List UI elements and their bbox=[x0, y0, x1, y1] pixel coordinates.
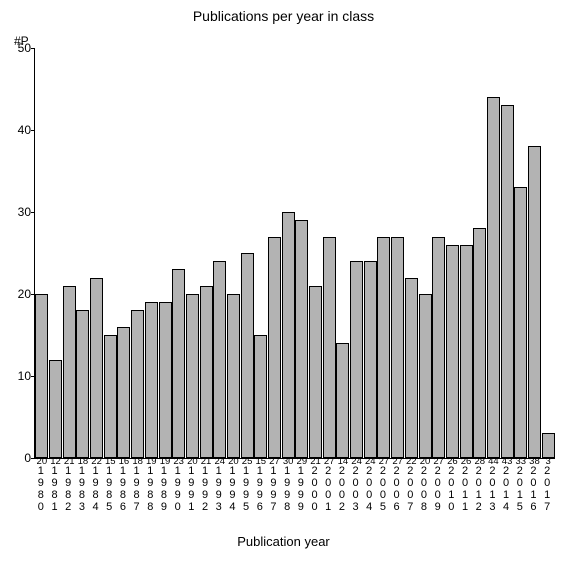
x-tick-label: 2002 bbox=[335, 465, 349, 513]
bar: 20 bbox=[35, 294, 48, 458]
bar: 15 bbox=[254, 335, 267, 458]
x-tick-label: 1994 bbox=[226, 465, 240, 513]
x-tick-label: 2010 bbox=[445, 465, 459, 513]
x-tick-label: 2004 bbox=[362, 465, 376, 513]
bar: 25 bbox=[241, 253, 254, 458]
bar: 33 bbox=[514, 187, 527, 458]
chart-container: Publications per year in class #P 010203… bbox=[0, 0, 567, 567]
x-tick-label: 1992 bbox=[198, 465, 212, 513]
x-tick-label: 2007 bbox=[403, 465, 417, 513]
bar: 18 bbox=[76, 310, 89, 458]
bar: 21 bbox=[63, 286, 76, 458]
x-tick-label: 2001 bbox=[321, 465, 335, 513]
x-axis-labels: 1980198119821983198419851986198719881989… bbox=[34, 465, 554, 523]
bar: 12 bbox=[49, 360, 62, 458]
bar: 19 bbox=[145, 302, 158, 458]
bar: 20 bbox=[419, 294, 432, 458]
y-tick-mark bbox=[31, 458, 35, 459]
x-tick-label: 1984 bbox=[89, 465, 103, 513]
x-tick-label: 1998 bbox=[280, 465, 294, 513]
x-tick-label: 1999 bbox=[294, 465, 308, 513]
chart-title: Publications per year in class bbox=[0, 8, 567, 24]
y-tick-mark bbox=[31, 130, 35, 131]
y-tick-label: 50 bbox=[7, 41, 31, 55]
x-tick-label: 2000 bbox=[308, 465, 322, 513]
y-tick-mark bbox=[31, 212, 35, 213]
x-tick-label: 1983 bbox=[75, 465, 89, 513]
x-tick-label: 1985 bbox=[102, 465, 116, 513]
bar: 20 bbox=[186, 294, 199, 458]
bar: 22 bbox=[90, 278, 103, 458]
y-tick-label: 30 bbox=[7, 205, 31, 219]
bar: 38 bbox=[528, 146, 541, 458]
x-tick-label: 2009 bbox=[431, 465, 445, 513]
x-tick-label: 1993 bbox=[212, 465, 226, 513]
x-tick-label: 1986 bbox=[116, 465, 130, 513]
x-tick-label: 1990 bbox=[171, 465, 185, 513]
y-tick-label: 10 bbox=[7, 369, 31, 383]
x-tick-label: 1982 bbox=[61, 465, 75, 513]
bar: 26 bbox=[446, 245, 459, 458]
bar: 29 bbox=[295, 220, 308, 458]
x-tick-label: 1981 bbox=[48, 465, 62, 513]
bar: 28 bbox=[473, 228, 486, 458]
bar: 19 bbox=[159, 302, 172, 458]
x-axis-title: Publication year bbox=[0, 534, 567, 549]
x-tick-label: 2005 bbox=[376, 465, 390, 513]
bar: 26 bbox=[460, 245, 473, 458]
x-tick-label: 2008 bbox=[417, 465, 431, 513]
bar: 27 bbox=[268, 237, 281, 458]
y-tick-label: 0 bbox=[7, 451, 31, 465]
bar: 24 bbox=[213, 261, 226, 458]
bar: 27 bbox=[377, 237, 390, 458]
bar: 43 bbox=[501, 105, 514, 458]
y-tick-label: 20 bbox=[7, 287, 31, 301]
x-tick-label: 1987 bbox=[130, 465, 144, 513]
x-tick-label: 2006 bbox=[390, 465, 404, 513]
x-tick-label: 2017 bbox=[540, 465, 554, 513]
bar: 23 bbox=[172, 269, 185, 458]
x-tick-label: 1995 bbox=[239, 465, 253, 513]
bar: 24 bbox=[364, 261, 377, 458]
x-tick-label: 1980 bbox=[34, 465, 48, 513]
bar: 27 bbox=[391, 237, 404, 458]
x-tick-label: 2012 bbox=[472, 465, 486, 513]
bar: 15 bbox=[104, 335, 117, 458]
x-tick-label: 1989 bbox=[157, 465, 171, 513]
bar: 14 bbox=[336, 343, 349, 458]
y-tick-label: 40 bbox=[7, 123, 31, 137]
bar: 24 bbox=[350, 261, 363, 458]
bar: 3 bbox=[542, 433, 555, 458]
bar: 44 bbox=[487, 97, 500, 458]
x-tick-label: 2016 bbox=[527, 465, 541, 513]
x-tick-label: 2003 bbox=[349, 465, 363, 513]
x-tick-label: 1996 bbox=[253, 465, 267, 513]
bar: 21 bbox=[309, 286, 322, 458]
x-tick-label: 2015 bbox=[513, 465, 527, 513]
plot-area: 0102030405020122118221516181919232021242… bbox=[34, 48, 555, 459]
x-tick-label: 1991 bbox=[185, 465, 199, 513]
bar: 22 bbox=[405, 278, 418, 458]
bar: 27 bbox=[323, 237, 336, 458]
bar: 18 bbox=[131, 310, 144, 458]
bar: 27 bbox=[432, 237, 445, 458]
x-tick-label: 2014 bbox=[499, 465, 513, 513]
x-tick-label: 2013 bbox=[486, 465, 500, 513]
bar: 16 bbox=[117, 327, 130, 458]
y-tick-mark bbox=[31, 48, 35, 49]
x-tick-label: 2011 bbox=[458, 465, 472, 513]
bar: 30 bbox=[282, 212, 295, 458]
x-tick-label: 1997 bbox=[267, 465, 281, 513]
bar: 21 bbox=[200, 286, 213, 458]
bar: 20 bbox=[227, 294, 240, 458]
x-tick-label: 1988 bbox=[143, 465, 157, 513]
